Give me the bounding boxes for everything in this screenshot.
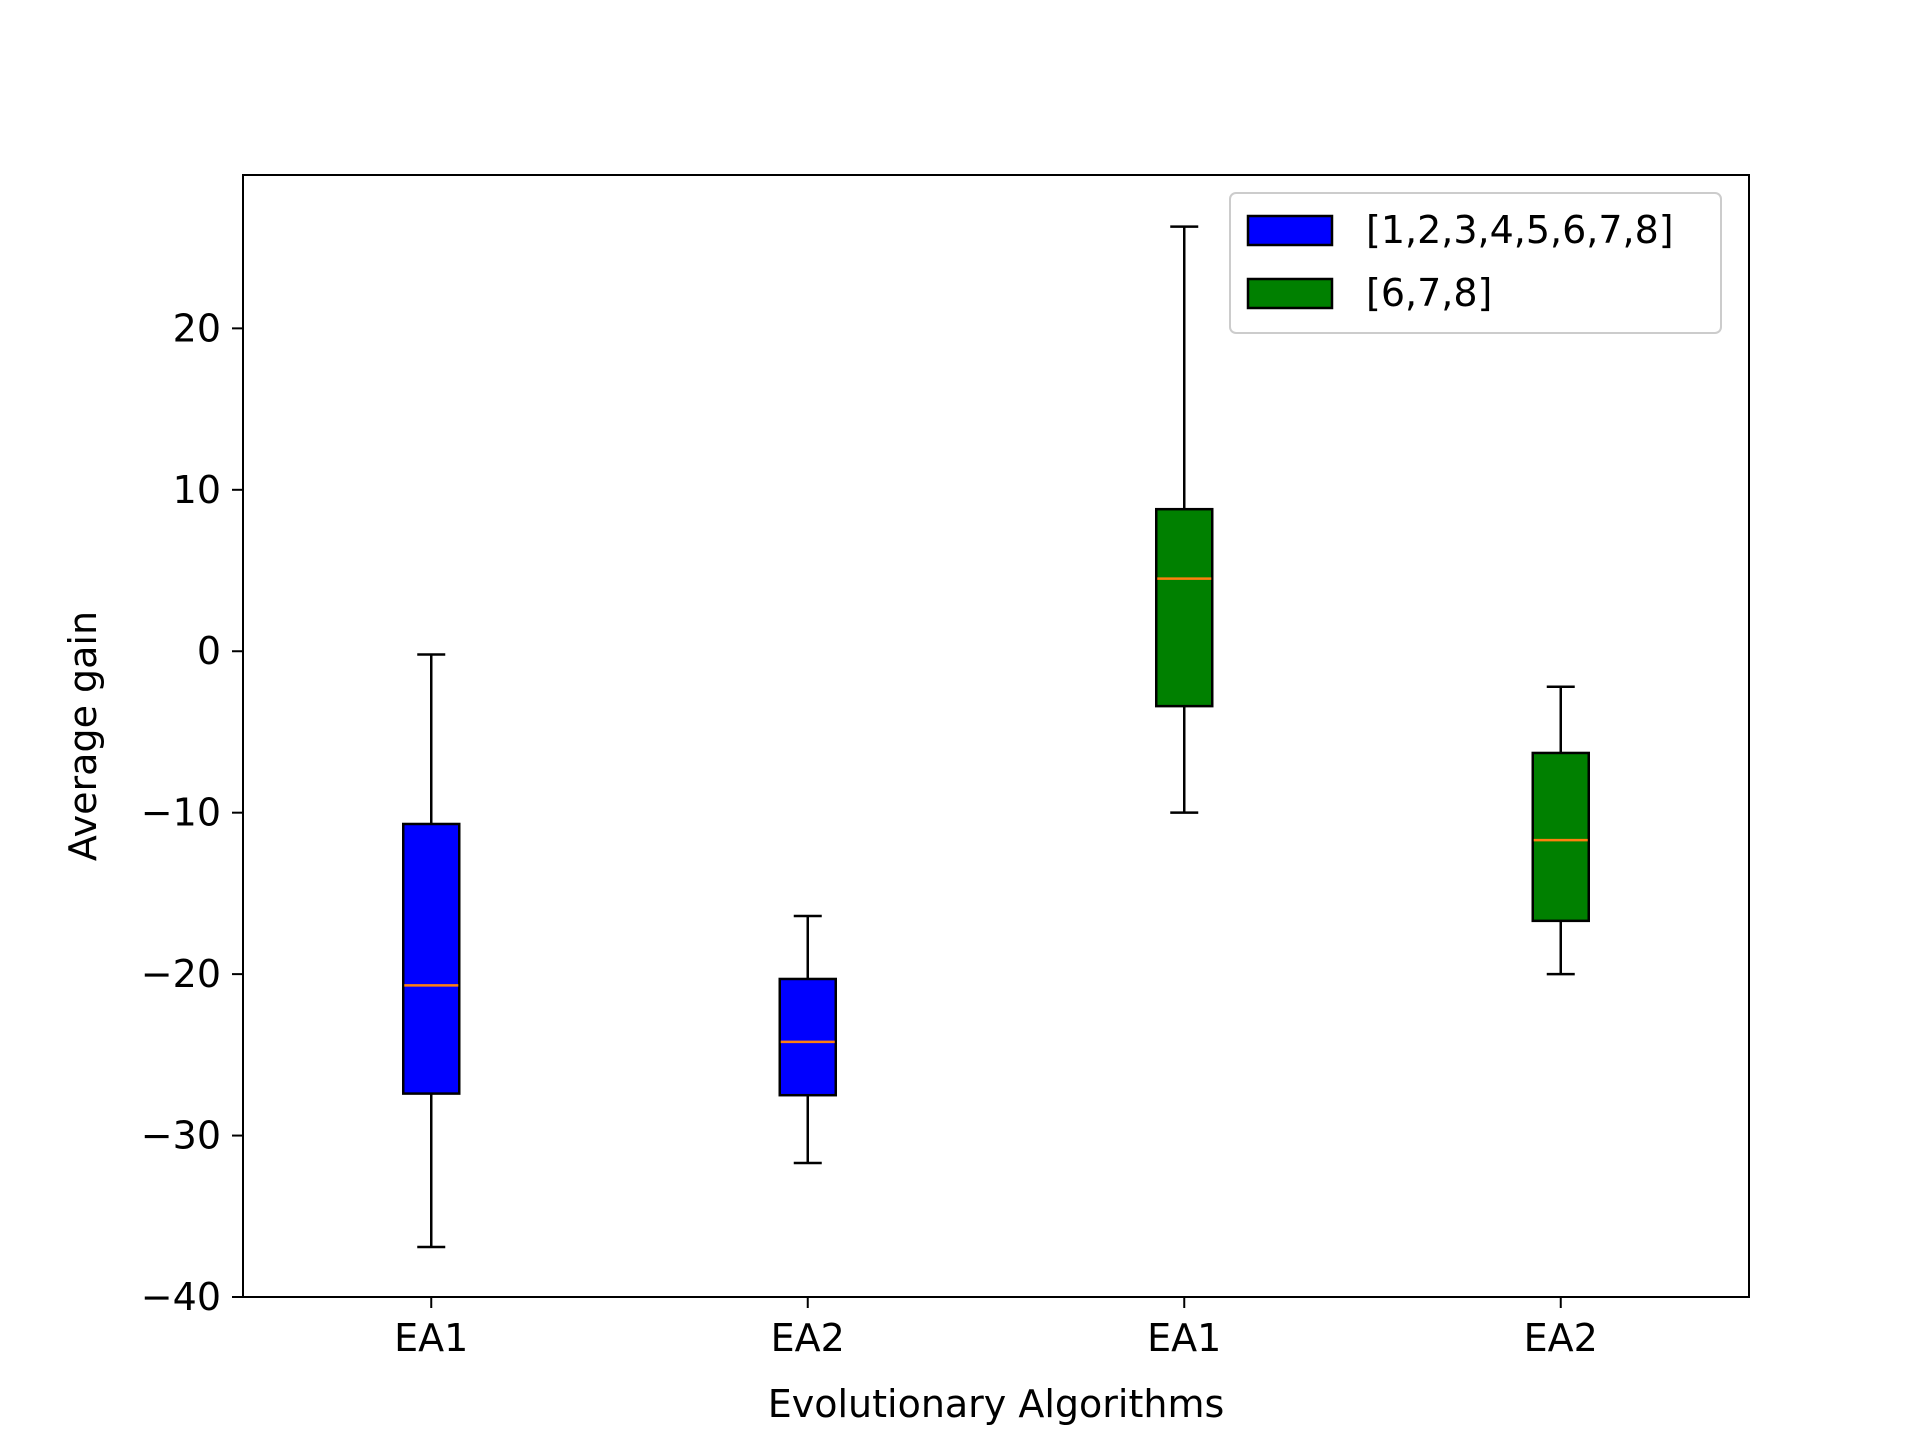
- y-axis-label: Average gain: [61, 611, 105, 861]
- legend-frame: [1229, 192, 1722, 334]
- x-tick-label: EA1: [1147, 1316, 1221, 1360]
- y-tick-label: −20: [141, 952, 221, 996]
- plot-boxes: [402, 225, 1590, 1249]
- legend-label: [1,2,3,4,5,6,7,8]: [1366, 208, 1674, 252]
- y-axis: −40 −30 −20 −10 0 10 20: [141, 306, 243, 1319]
- box-body: [1531, 751, 1590, 923]
- y-tick-label: 0: [197, 629, 221, 673]
- y-tick-label: 20: [173, 306, 221, 350]
- x-tick-label: EA1: [394, 1316, 468, 1360]
- y-tick-label: −30: [141, 1114, 221, 1158]
- y-tick-label: −10: [141, 791, 221, 835]
- legend: [1,2,3,4,5,6,7,8] [6,7,8]: [1229, 192, 1722, 334]
- legend-swatch: [1246, 214, 1334, 247]
- legend-swatch: [1246, 277, 1334, 310]
- box-body: [1155, 507, 1214, 708]
- box-1: [402, 653, 461, 1249]
- box-2: [778, 914, 837, 1165]
- legend-label: [6,7,8]: [1366, 271, 1492, 315]
- box-3: [1155, 225, 1214, 814]
- box-body: [778, 977, 837, 1097]
- x-axis-label: Evolutionary Algorithms: [768, 1382, 1225, 1426]
- plot-frame: [242, 174, 1750, 1298]
- x-axis: EA1 EA2 EA1 EA2: [394, 1297, 1598, 1360]
- box-body: [402, 822, 461, 1095]
- box-4: [1531, 685, 1590, 976]
- y-tick-label: −40: [141, 1275, 221, 1319]
- y-tick-label: 10: [173, 468, 221, 512]
- x-tick-label: EA2: [771, 1316, 845, 1360]
- x-tick-label: EA2: [1524, 1316, 1598, 1360]
